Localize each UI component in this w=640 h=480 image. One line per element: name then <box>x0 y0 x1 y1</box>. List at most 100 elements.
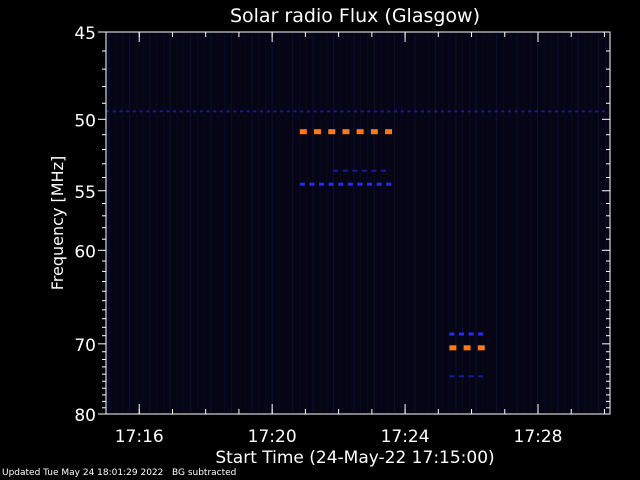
burst-segment <box>385 129 393 135</box>
burst-segment <box>478 332 484 336</box>
burst-segment <box>467 110 471 113</box>
x-axis: 17:16 17:20 17:24 17:28 <box>105 32 605 447</box>
burst-segment <box>487 110 491 113</box>
burst-segment <box>119 110 123 113</box>
burst-segment <box>387 110 391 113</box>
burst-segment <box>481 110 485 113</box>
x-tick-label: 17:20 <box>248 427 297 447</box>
feature-burst-53 <box>333 169 387 172</box>
burst-segment <box>458 332 464 336</box>
burst-segment <box>193 110 197 113</box>
burst-segment <box>219 110 223 113</box>
burst-segment <box>534 110 538 113</box>
burst-segment <box>595 110 599 113</box>
burst-segment <box>253 110 257 113</box>
burst-segment <box>357 182 363 186</box>
burst-segment <box>307 110 310 113</box>
x-tick-label: 17:24 <box>381 427 430 447</box>
feature-burst-70.5 <box>449 345 485 351</box>
burst-segment <box>468 375 474 378</box>
burst-segment <box>328 182 334 186</box>
burst-segment <box>494 110 498 113</box>
burst-segment <box>449 375 455 378</box>
burst-segment <box>386 182 392 186</box>
burst-segment <box>132 110 136 113</box>
burst-segment <box>299 129 307 135</box>
burst-segment <box>139 110 143 113</box>
burst-segment <box>213 110 217 113</box>
burst-segment <box>300 110 304 113</box>
burst-segment <box>338 182 344 186</box>
burst-segment <box>454 110 458 113</box>
footer: Updated Tue May 24 18:01:29 2022 BG subt… <box>2 468 236 479</box>
background-streaks <box>108 34 606 412</box>
y-tick-label: 80 <box>74 406 96 426</box>
burst-segment <box>561 110 565 113</box>
burst-segment <box>449 345 457 351</box>
y-tick-label: 55 <box>74 183 96 203</box>
burst-segment <box>159 110 163 113</box>
burst-segment <box>508 110 511 113</box>
feature-burst-74.3 <box>449 375 484 378</box>
burst-segment <box>327 110 331 113</box>
burst-segment <box>356 129 364 135</box>
feature-dashed-band-49.5 <box>106 110 605 113</box>
burst-segment <box>112 110 116 113</box>
burst-segment <box>199 110 203 113</box>
y-tick-label: 60 <box>74 242 96 262</box>
y-axis-label: Frequency [MHz] <box>48 156 67 290</box>
chart-title: Solar radio Flux (Glasgow) <box>230 5 480 27</box>
burst-segment <box>449 332 455 336</box>
burst-segment <box>152 110 156 113</box>
burst-segment <box>352 169 358 172</box>
burst-segment <box>333 169 339 172</box>
burst-segment <box>434 110 438 113</box>
burst-segment <box>226 110 230 113</box>
burst-segment <box>173 110 176 113</box>
burst-segment <box>353 110 357 113</box>
burst-segment <box>286 110 290 113</box>
feature-burst-68.8 <box>449 332 484 336</box>
burst-segment <box>461 110 465 113</box>
x-tick-label: 17:28 <box>514 427 563 447</box>
burst-segment <box>501 110 505 113</box>
burst-segment <box>340 110 344 113</box>
burst-segment <box>361 169 367 172</box>
burst-segment <box>319 182 325 186</box>
y-tick-label: 50 <box>74 111 96 131</box>
burst-segment <box>528 110 532 113</box>
burst-segment <box>381 169 387 172</box>
burst-segment <box>186 110 190 113</box>
burst-segment <box>463 345 471 351</box>
y-axis: 45 50 55 60 70 80 <box>74 24 610 426</box>
burst-segment <box>367 110 371 113</box>
burst-segment <box>394 110 398 113</box>
burst-segment <box>400 110 404 113</box>
burst-segment <box>420 110 424 113</box>
burst-segment <box>360 110 364 113</box>
burst-segment <box>347 110 351 113</box>
burst-segment <box>280 110 284 113</box>
burst-segment <box>233 110 237 113</box>
burst-segment <box>376 182 382 186</box>
burst-segment <box>328 129 336 135</box>
burst-segment <box>554 110 558 113</box>
burst-segment <box>246 110 250 113</box>
burst-segment <box>458 375 464 378</box>
y-tick-label: 45 <box>74 24 96 44</box>
burst-segment <box>299 182 305 186</box>
feature-burst-54.5 <box>299 182 392 186</box>
burst-segment <box>441 110 444 113</box>
burst-segment <box>260 110 264 113</box>
plot-frame <box>105 31 611 415</box>
burst-segment <box>548 110 552 113</box>
burst-segment <box>342 169 348 172</box>
burst-features <box>106 110 605 378</box>
burst-segment <box>478 375 484 378</box>
feature-burst-51 <box>299 129 393 135</box>
burst-segment <box>371 169 377 172</box>
burst-segment <box>601 110 605 113</box>
x-tick-label: 17:16 <box>115 427 164 447</box>
burst-segment <box>380 110 384 113</box>
burst-segment <box>309 182 315 186</box>
